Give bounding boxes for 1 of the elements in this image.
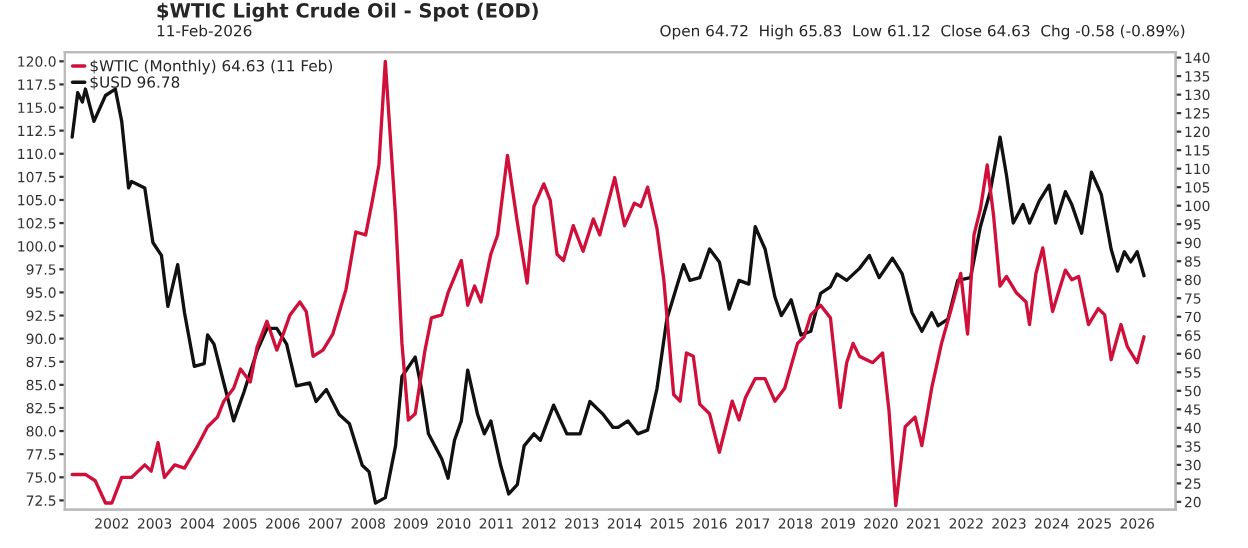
chart-title: $WTIC Light Crude Oil - Spot (EOD) [157,2,538,22]
